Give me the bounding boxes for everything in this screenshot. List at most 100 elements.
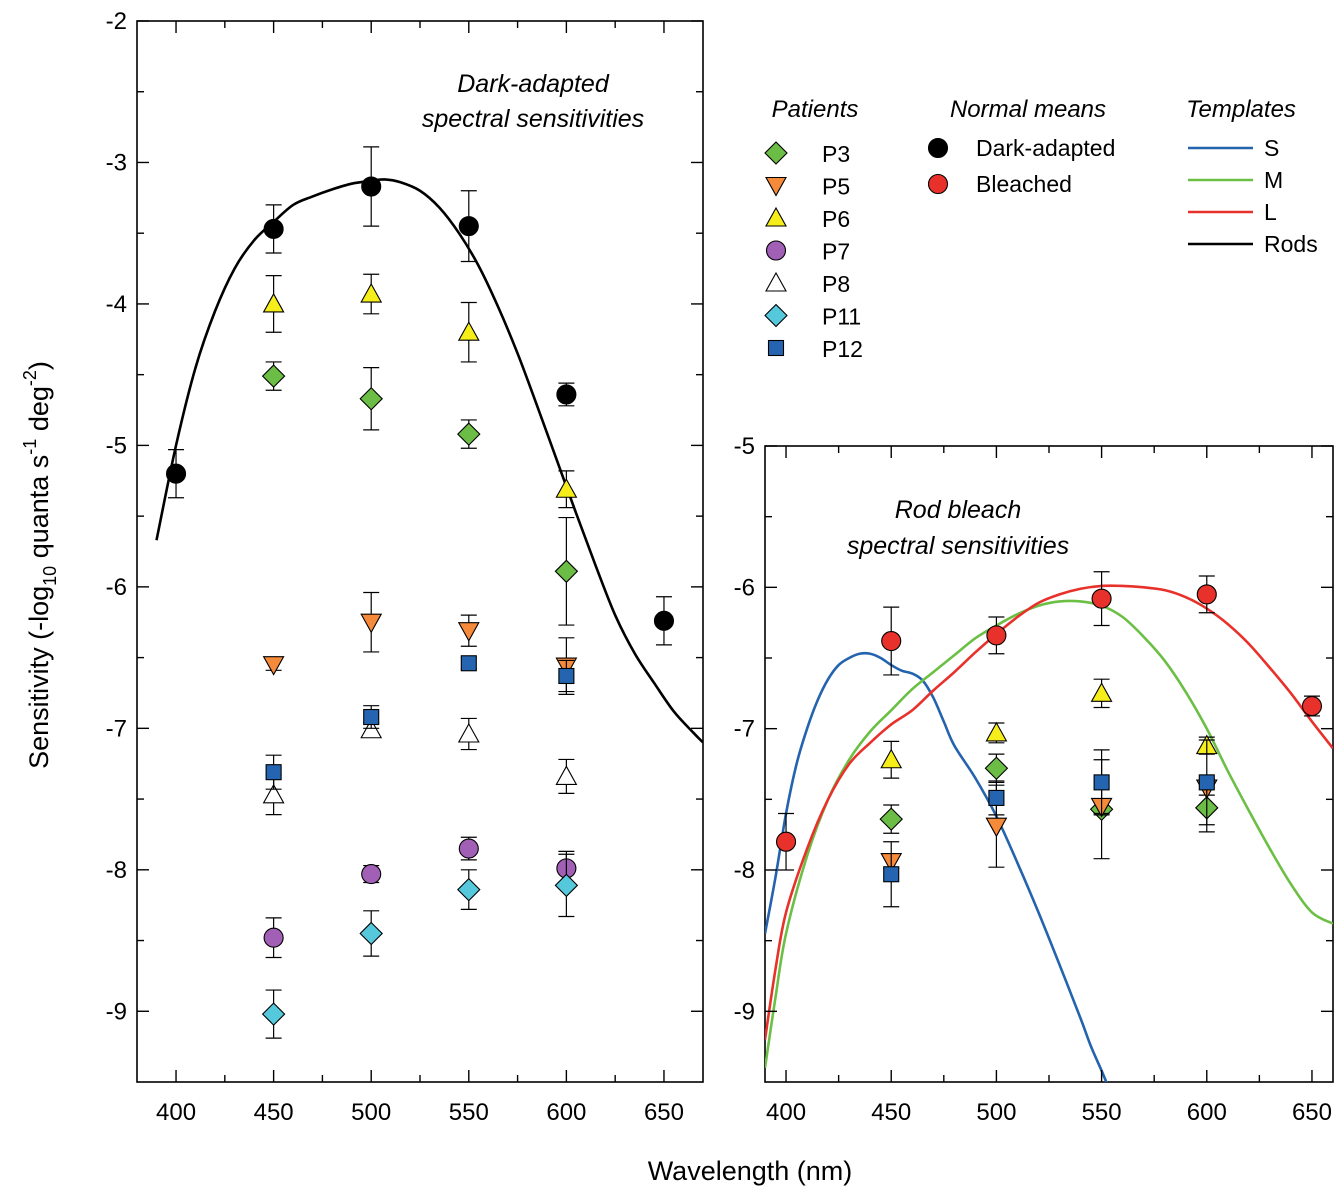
legend-templates: SML Rods [1188, 135, 1318, 257]
dark-adapted-y-tick-label: -4 [106, 291, 127, 318]
dark-adapted-series-p6 [262, 273, 578, 509]
dark-adapted-point-dark-adapted [165, 463, 187, 484]
dark-adapted-point-p12 [265, 764, 282, 781]
rod-bleach-series-bleached [775, 571, 1323, 871]
rod-bleach-point-p12 [988, 789, 1005, 806]
rod-bleach-point-bleached [1091, 588, 1112, 609]
legend-marker-p3 [764, 141, 788, 165]
dark-adapted-point-p6 [555, 478, 578, 498]
legend-marker-p7 [765, 240, 787, 261]
rod-bleach-x-tick-label: 600 [1187, 1099, 1227, 1126]
dark-adapted-point-p8 [262, 783, 285, 804]
dark-adapted-y-tick-label: -2 [106, 8, 127, 35]
rod-bleach-point-p12 [1198, 774, 1215, 791]
dark-adapted-point-p7 [458, 838, 479, 859]
rod-bleach-point-p3 [879, 807, 904, 831]
dark-adapted-panel: 400 450 500 550 600 650 -9 -8 -7 -6 -5 -4 -3 -2 Dark-… [106, 8, 704, 1126]
dark-adapted-point-p8 [555, 765, 578, 785]
legend-label-m: M [1264, 167, 1283, 193]
rod-bleach-y-tick-label: -8 [734, 857, 755, 884]
dark-adapted-point-dark-adapted [556, 384, 577, 405]
rod-bleach-point-bleached [986, 625, 1007, 646]
dark-adapted-point-p11 [261, 1002, 286, 1026]
y-axis-title-part: deg [24, 386, 54, 439]
legend-marker-p6 [765, 206, 787, 227]
rod-bleach-point-bleached [775, 831, 797, 852]
x-axis-title: Wavelength (nm) [648, 1156, 853, 1186]
legend-patients: P3 P5 P6 P7 P8 P11 P12 [764, 141, 863, 362]
rod-bleach-point-p6 [985, 721, 1008, 742]
dark-adapted-point-p11 [457, 877, 481, 902]
rod-bleach-y-tick-label: -9 [734, 998, 755, 1025]
dark-adapted-curves [155, 178, 703, 744]
legend-marker-p12 [767, 339, 785, 357]
dark-adapted-plot-frame [136, 20, 704, 1083]
dark-adapted-series-p11 [261, 853, 579, 1039]
dark-adapted-point-p3 [457, 422, 481, 446]
dark-adapted-point-p12 [558, 667, 575, 685]
legend-label-s: S [1264, 135, 1279, 161]
dark-adapted-ticks: 400 450 500 550 600 650 -9 -8 -7 -6 -5 -4 -3 -2 [106, 8, 703, 1126]
legend-marker-p5 [765, 176, 787, 197]
y-axis-title-part: quanta s [24, 455, 54, 566]
dark-adapted-point-p11 [359, 921, 383, 946]
rod-bleach-series-p12 [883, 739, 1215, 908]
rod-bleach-point-bleached [1196, 584, 1217, 605]
legend-label-p5: P5 [822, 174, 850, 200]
dark-adapted-point-dark-adapted [263, 218, 284, 240]
legend: Patients Normal means Templates P3 P5 P6 P7… [764, 96, 1318, 362]
dark-adapted-annotation-line1: Dark-adapted [457, 70, 610, 98]
dark-adapted-y-tick-label: -9 [106, 998, 127, 1025]
rod-bleach-curves [765, 584, 1333, 1082]
dark-adapted-annotation-line2: spectral sensitivities [422, 105, 644, 133]
rod-bleach-series-p3 [879, 753, 1219, 860]
dark-adapted-point-p6 [457, 321, 480, 341]
rod-bleach-curve-s [765, 651, 1108, 1082]
rod-bleach-point-p12 [1093, 774, 1110, 791]
rod-bleach-annotation-line2: spectral sensitivities [847, 532, 1069, 560]
dark-adapted-point-p5 [262, 656, 285, 676]
legend-label-p8: P8 [822, 271, 850, 297]
legend-label-p6: P6 [822, 206, 850, 232]
dark-adapted-point-p5 [457, 622, 480, 642]
legend-label-p7: P7 [822, 239, 850, 265]
dark-adapted-series-p12 [265, 655, 575, 790]
dark-adapted-point-p7 [361, 863, 382, 885]
rod-bleach-curve-m [765, 599, 1333, 1069]
legend-normal-means-title: Normal means [950, 96, 1106, 123]
rod-bleach-x-tick-label: 650 [1292, 1099, 1332, 1126]
dark-adapted-x-tick-label: 600 [546, 1099, 586, 1126]
rod-bleach-y-tick-label: -7 [734, 716, 755, 743]
rod-bleach-x-tick-label: 450 [871, 1099, 911, 1126]
rod-bleach-point-p5 [985, 817, 1008, 838]
y-axis-title-subscript: 10 [40, 566, 60, 586]
dark-adapted-point-p11 [554, 873, 579, 898]
dark-adapted-series-p5 [262, 591, 578, 695]
dark-adapted-series-dark-adapted [165, 146, 675, 646]
dark-adapted-point-p7 [263, 927, 284, 948]
rod-bleach-curve-l [765, 584, 1333, 1040]
legend-label-rods: Rods [1264, 231, 1318, 257]
legend-normal-means: Dark-adapted Bleached [927, 135, 1115, 197]
dark-adapted-point-p12 [460, 655, 477, 672]
y-axis-title-part: ) [24, 361, 54, 370]
rod-bleach-point-bleached [881, 630, 902, 652]
rod-bleach-point-p6 [1090, 682, 1113, 702]
dark-adapted-series-p8 [262, 717, 578, 816]
rod-bleach-y-tick-label: -6 [734, 574, 755, 601]
rod-bleach-x-tick-label: 550 [1082, 1099, 1122, 1126]
dark-adapted-y-tick-label: -5 [106, 432, 127, 459]
dark-adapted-point-p3 [359, 386, 383, 411]
rod-bleach-x-tick-label: 500 [976, 1099, 1016, 1126]
dark-adapted-x-tick-label: 450 [254, 1099, 294, 1126]
legend-label-p3: P3 [822, 141, 850, 167]
rod-bleach-ticks: 400 450 500 550 600 650 -9 -8 -7 -6 -5 [734, 433, 1333, 1126]
rod-bleach-points [775, 571, 1323, 908]
legend-marker-p11 [764, 303, 788, 328]
legend-label-l: L [1264, 199, 1277, 225]
legend-marker-dark-adapted [927, 137, 949, 159]
legend-label-bleached: Bleached [976, 171, 1072, 197]
legend-marker-p8 [765, 271, 787, 292]
dark-adapted-y-tick-label: -6 [106, 574, 127, 601]
